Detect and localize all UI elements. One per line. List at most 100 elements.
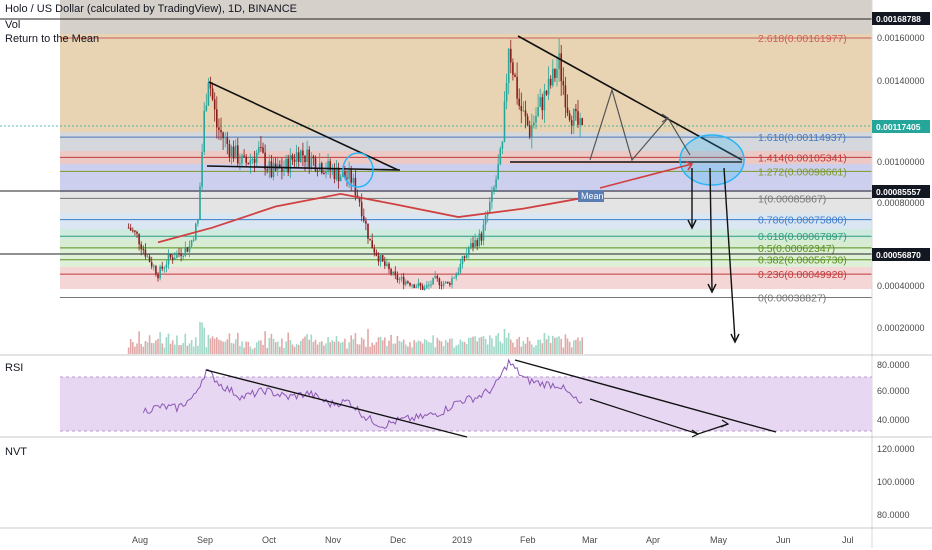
volume-bar — [556, 337, 558, 354]
volume-bar — [192, 346, 195, 354]
vol-legend[interactable]: Vol — [5, 19, 21, 31]
candle-body — [560, 53, 562, 82]
volume-bar — [209, 338, 212, 354]
volume-bar — [211, 336, 214, 354]
candle-body — [365, 220, 367, 224]
price-axis: 0.00160000 0.00140000 0.00100000 0.00080… — [871, 0, 932, 548]
volume-bar — [180, 344, 182, 354]
volume-bar — [520, 346, 523, 354]
candle-body — [417, 283, 420, 287]
volume-bar — [335, 336, 338, 354]
candle-body — [543, 90, 546, 111]
candle-body — [413, 284, 415, 288]
volume-bar — [245, 341, 247, 354]
volume-bar — [405, 344, 407, 354]
volume-bar — [155, 340, 157, 354]
volume-bar — [514, 347, 516, 354]
volume-bar — [453, 347, 455, 354]
candle-body — [297, 152, 300, 162]
candle-body — [140, 244, 142, 250]
candle-body — [459, 263, 462, 273]
volume-bar — [186, 345, 189, 354]
nvt-title[interactable]: NVT — [5, 446, 27, 458]
candle-body — [339, 176, 342, 182]
volume-bar — [150, 342, 153, 354]
fib-label: 1.618(0.00114937) — [758, 132, 846, 144]
rsi-title[interactable]: RSI — [5, 362, 24, 374]
volume-bar — [310, 334, 313, 354]
time-tick: Jun — [776, 535, 791, 545]
candle-body — [531, 125, 533, 137]
volume-bar — [342, 341, 344, 354]
mean-line — [157, 192, 583, 244]
volume-bar — [463, 341, 466, 354]
volume-bar — [518, 336, 520, 354]
candle-body — [373, 248, 376, 253]
mean-label: Mean — [581, 191, 604, 201]
candle-body — [161, 266, 163, 269]
volume-bar — [144, 341, 147, 354]
volume-bar — [224, 341, 226, 354]
volume-bar — [163, 347, 166, 354]
price-tag-current — [872, 120, 930, 133]
volume-bar — [327, 337, 329, 354]
volume-bar — [249, 346, 252, 354]
candle-body — [470, 242, 472, 249]
volume-bar — [232, 343, 235, 354]
candle-body — [428, 284, 430, 286]
price-tag-low-text: 0.00056870 — [876, 250, 921, 260]
candle-body — [468, 248, 470, 254]
volume-bar — [486, 344, 489, 354]
candle-body — [489, 201, 491, 212]
candle-body — [281, 167, 283, 172]
time-axis[interactable]: Aug Sep Oct Nov Dec 2019 Feb Mar Apr May… — [132, 535, 854, 545]
candle-body — [159, 266, 161, 279]
volume-bar — [333, 341, 336, 354]
volume-bar — [367, 328, 369, 354]
candle-body — [396, 275, 399, 281]
volume-bar — [222, 341, 224, 354]
candle-body — [432, 277, 434, 285]
volume-bar — [388, 340, 390, 354]
candle-body — [415, 286, 418, 288]
candle-body — [547, 78, 550, 95]
fib-bands — [60, 0, 872, 289]
candle-body — [279, 164, 281, 168]
indicator-legend[interactable]: Return to the Mean — [5, 33, 100, 45]
volume-bar — [545, 339, 548, 354]
volume-bar — [413, 340, 415, 354]
candle-body — [562, 81, 565, 86]
volume-bar — [428, 342, 430, 354]
candle-body — [295, 152, 298, 162]
volume-bar — [134, 346, 136, 354]
mean-label-box — [578, 190, 604, 202]
price-tag-top-text: 0.00168788 — [876, 14, 921, 24]
chart-title[interactable]: Holo / US Dollar (calculated by TradingV… — [5, 3, 298, 15]
volume-bar — [289, 339, 292, 354]
candle-body — [228, 143, 231, 157]
trend-annotations — [206, 35, 745, 344]
volume-bar — [270, 333, 273, 354]
fib-label: 0.5(0.00062347) — [758, 243, 835, 255]
volume-bar — [505, 337, 508, 354]
volume-bar — [535, 345, 537, 354]
fib-label: 0.382(0.00056730) — [758, 255, 847, 267]
time-tick: Oct — [262, 535, 277, 545]
volume-bar — [302, 338, 304, 354]
candle-body — [182, 255, 184, 257]
candle-body — [134, 230, 136, 232]
volume-bar — [581, 337, 583, 354]
candle-body — [369, 238, 371, 241]
candle-body — [398, 278, 401, 281]
rsi-pane[interactable]: 80.0000 60.0000 40.0000 — [60, 358, 910, 438]
candle-body — [436, 275, 439, 279]
nvt-pane[interactable]: 120.0000 100.0000 80.0000 — [877, 444, 915, 520]
candle-body — [310, 156, 313, 168]
volume-bar — [266, 348, 268, 354]
volume-bar — [478, 337, 481, 354]
candle-body — [203, 110, 205, 153]
fib-label: 2.618(0.00161977) — [758, 33, 847, 45]
candle-body — [255, 152, 258, 163]
volume-bar — [371, 342, 373, 354]
